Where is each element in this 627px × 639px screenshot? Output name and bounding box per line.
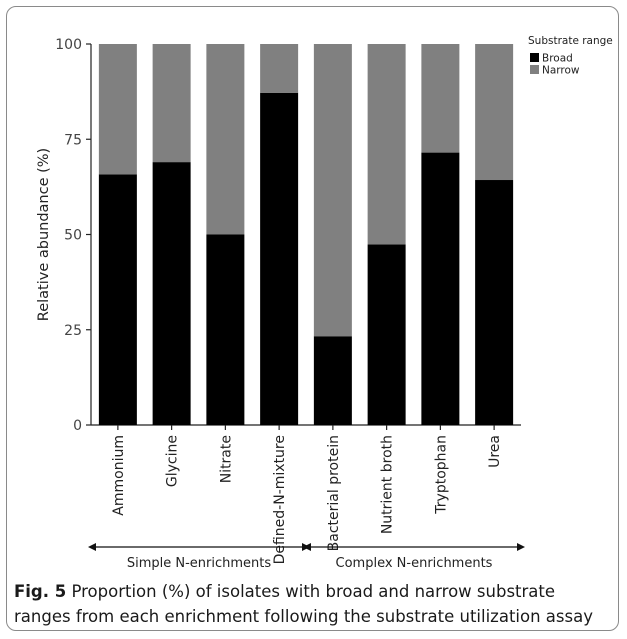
figure-caption: Fig. 5 Proportion (%) of isolates with b… bbox=[14, 579, 614, 629]
bar-tryptophan-broad bbox=[421, 152, 460, 425]
x-tick-label-tryptophan: Tryptophan bbox=[433, 435, 449, 515]
bar-nutrient-broth-broad bbox=[367, 244, 406, 425]
legend-swatch-broad bbox=[530, 53, 539, 62]
x-tick-label-nutrient-broth: Nutrient broth bbox=[380, 435, 396, 534]
stacked-bar-chart: 0 25 50 75 100 Relative abundance (%) Ammonium… bbox=[36, 35, 613, 571]
group-arrowhead-right-complex-n-enrichments bbox=[517, 543, 525, 551]
bar-bacterial-protein-broad bbox=[313, 336, 352, 425]
bar-tryptophan-narrow bbox=[421, 44, 460, 153]
caption-label: Fig. 5 bbox=[14, 582, 67, 601]
figure-frame bbox=[6, 6, 619, 631]
bar-urea-narrow bbox=[475, 44, 514, 181]
y-tick-label-0: 0 bbox=[73, 418, 82, 434]
group-arrowhead-left-complex-n-enrichments bbox=[303, 543, 311, 551]
x-tick-label-urea: Urea bbox=[487, 435, 503, 468]
y-tick-label-25: 25 bbox=[64, 323, 82, 339]
bar-ammonium-broad bbox=[98, 174, 137, 425]
bar-glycine-narrow bbox=[152, 44, 191, 163]
legend-label-broad: Broad bbox=[542, 53, 573, 65]
caption-text: Proportion (%) of isolates with broad an… bbox=[14, 582, 593, 626]
legend-swatch-narrow bbox=[530, 65, 539, 74]
y-tick-label-75: 75 bbox=[64, 132, 82, 148]
bar-urea-broad bbox=[475, 180, 514, 425]
bar-nitrate-broad bbox=[206, 234, 245, 425]
legend-title: Substrate range bbox=[528, 35, 613, 47]
bar-defined-n-mixture-broad bbox=[260, 92, 299, 425]
group-label-simple-n-enrichments: Simple N-enrichments bbox=[127, 556, 272, 571]
x-tick-label-glycine: Glycine bbox=[165, 435, 181, 487]
group-arrowhead-left-simple-n-enrichments bbox=[88, 543, 96, 551]
bar-nitrate-narrow bbox=[206, 44, 245, 235]
bar-defined-n-mixture-narrow bbox=[260, 44, 299, 93]
bar-nutrient-broth-narrow bbox=[367, 44, 406, 245]
x-tick-label-defined-n-mixture: Defined-N-mixture bbox=[272, 435, 288, 564]
y-tick-label-50: 50 bbox=[64, 228, 82, 244]
group-label-complex-n-enrichments: Complex N-enrichments bbox=[336, 556, 493, 571]
bar-bacterial-protein-narrow bbox=[313, 44, 352, 337]
x-tick-label-nitrate: Nitrate bbox=[218, 435, 234, 483]
legend-label-narrow: Narrow bbox=[542, 65, 580, 77]
bar-ammonium-narrow bbox=[98, 44, 137, 175]
x-tick-label-bacterial-protein: Bacterial protein bbox=[326, 435, 342, 551]
x-tick-label-ammonium: Ammonium bbox=[111, 435, 127, 516]
y-axis-title: Relative abundance (%) bbox=[36, 148, 52, 321]
y-tick-label-100: 100 bbox=[55, 37, 82, 53]
bar-glycine-broad bbox=[152, 162, 191, 426]
